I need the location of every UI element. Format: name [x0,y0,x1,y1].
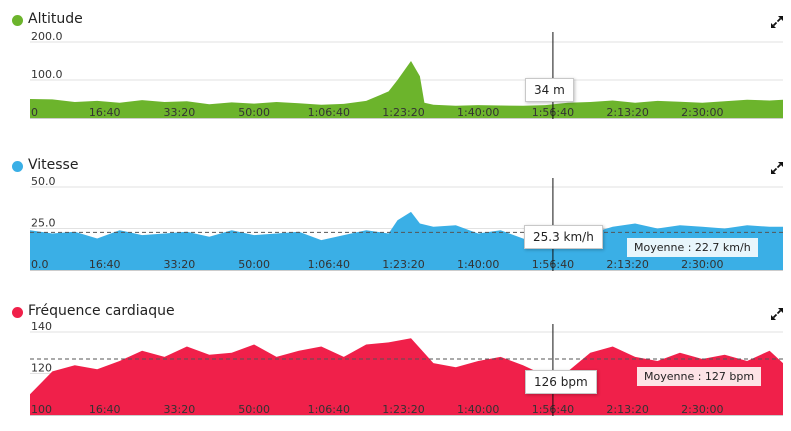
altitude-panel-header: Altitude [0,10,791,32]
y-tick-label: 0.0 [31,258,49,271]
x-tick-label: 1:40:00 [457,106,499,119]
x-tick-label: 2:13:20 [606,258,648,271]
x-tick-label: 1:40:00 [457,403,499,416]
altitude-chart[interactable]: 200.0 100.0 0 16:40 33:20 50:00 1:06:40 1:23:20… [0,30,791,126]
x-tick-label: 1:06:40 [308,106,350,119]
frequence-panel-header: Fréquence cardiaque [0,302,791,324]
series-area [30,61,783,118]
altitude-legend-dot [12,15,23,26]
x-tick-label: 16:40 [89,258,121,271]
vitesse-panel-header: Vitesse [0,156,791,178]
vitesse-chart[interactable]: 50.0 25.0 0.0 16:40 33:20 50:00 1:06:40 1:23:20… [0,175,791,272]
y-tick-label: 200.0 [31,30,63,43]
frequence-chart[interactable]: 140 120 100 16:40 33:20 50:00 1:06:40 1:23:20 1:… [0,320,791,418]
frequence-legend-dot [12,307,23,318]
x-tick-label: 1:23:20 [382,106,424,119]
expand-icon[interactable] [770,307,784,321]
x-tick-label: 16:40 [89,403,121,416]
x-tick-label: 33:20 [164,403,196,416]
x-tick-label: 2:30:00 [681,403,723,416]
series-area [30,211,783,270]
y-tick-label: 50.0 [31,175,56,188]
x-tick-label: 2:30:00 [681,258,723,271]
y-tick-label: 100.0 [31,68,63,81]
vitesse-title: Vitesse [28,157,79,173]
altitude-title: Altitude [28,11,83,27]
x-tick-label: 50:00 [238,403,270,416]
expand-icon[interactable] [770,15,784,29]
x-tick-label: 50:00 [238,258,270,271]
x-tick-label: 1:06:40 [308,403,350,416]
x-tick-label: 16:40 [89,106,121,119]
y-tick-label: 0 [31,106,38,119]
x-tick-label: 1:06:40 [308,258,350,271]
y-tick-label: 25.0 [31,217,56,230]
x-tick-label: 2:13:20 [606,403,648,416]
series-area [30,338,783,415]
y-tick-label: 100 [31,403,52,416]
x-tick-label: 33:20 [164,258,196,271]
frequence-title: Fréquence cardiaque [28,303,175,319]
x-tick-label: 1:40:00 [457,258,499,271]
x-tick-label: 2:30:00 [681,106,723,119]
x-tick-label: 1:23:20 [382,403,424,416]
vitesse-tooltip: 25.3 km/h [524,225,603,249]
frequence-tooltip: 126 bpm [525,370,597,394]
frequence-average-label: Moyenne : 127 bpm [637,367,762,386]
x-tick-label: 2:13:20 [606,106,648,119]
altitude-tooltip: 34 m [525,78,574,102]
x-tick-label: 50:00 [238,106,270,119]
x-tick-label: 33:20 [164,106,196,119]
x-tick-label: 1:23:20 [382,258,424,271]
y-tick-label: 120 [31,362,52,375]
expand-icon[interactable] [770,161,784,175]
y-tick-label: 140 [31,320,52,333]
vitesse-average-label: Moyenne : 22.7 km/h [627,238,758,257]
vitesse-legend-dot [12,161,23,172]
